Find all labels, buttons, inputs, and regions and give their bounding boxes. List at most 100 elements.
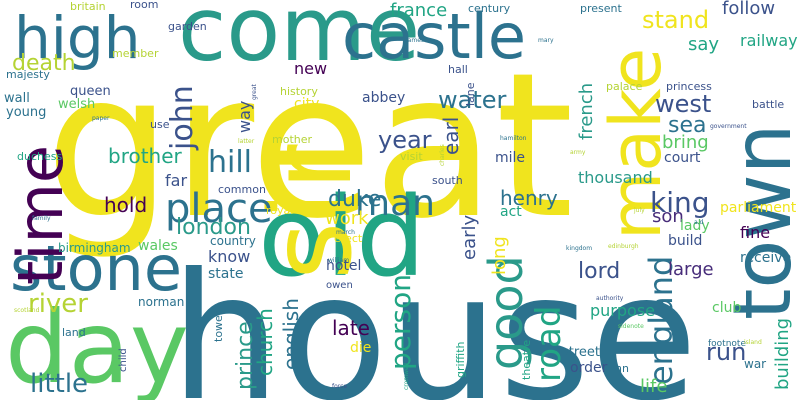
word-water: water [438,86,507,114]
word-henry: henry [500,186,558,210]
word-history: history [280,85,318,98]
word-birmingham: birmingham [58,241,131,255]
word-lane: lane [464,82,477,106]
word-mary: mary [538,37,554,44]
word-wall: wall [4,91,30,106]
word-receive: receive [740,250,791,266]
word-paper: paper [92,115,110,122]
word-room: room [130,0,158,11]
word-member: member [112,47,159,60]
word-church: church [253,308,277,376]
word-welsh: welsh [58,97,95,112]
word-james: james [405,37,424,44]
word-palace: palace [606,80,643,93]
word-railway: railway [740,31,798,50]
word-duchess: duchess [17,150,62,163]
word-south: south [432,174,463,187]
word-hotel: hotel [326,258,361,274]
word-country: country [210,234,256,248]
word-young: young [6,105,46,120]
word-city: city [294,96,319,112]
word-tower: tower [212,310,225,342]
word-common: common [218,183,266,196]
word-club: club [712,300,741,316]
word-great: great [251,83,258,100]
word-court: court [664,150,701,166]
word-old: old [258,173,426,301]
word-son: son [652,206,684,227]
word-year: year [378,126,432,154]
word-person: person [384,274,417,370]
word-island: island [744,339,762,346]
word-hamilton: hamilton [500,135,527,142]
word-authority: authority [596,295,624,302]
word-edinburgh: edinburgh [608,243,639,250]
word-purpose: purpose [590,301,655,320]
word-come: come [178,0,420,81]
word-force: force [332,383,347,390]
word-late: late [332,316,370,340]
word-french: french [576,83,597,140]
word-way: way [235,101,254,133]
word-castle: castle [342,0,526,73]
word-parliament: parliament [720,200,797,216]
word-army: army [570,149,586,156]
word-duke: duke [328,187,381,212]
word-a-d: a.d [694,219,704,226]
word-inn: inn [612,362,629,375]
word-say: say [688,34,719,55]
word-hall: hall [448,63,468,76]
word-river: river [28,289,88,319]
word-london: london [176,215,251,240]
word-griffith: griffith [454,341,467,378]
word-street: street [562,345,600,360]
word-die: die [350,340,371,356]
word-majesty: majesty [6,68,50,81]
word-road: road [529,306,569,382]
word-earl: earl [439,117,463,155]
word-early: early [459,214,480,260]
word-norman: norman [138,295,184,309]
word-good: good [479,255,533,370]
word-sir: sir [247,144,377,280]
word-latter: latter [238,138,255,145]
word-town: town [716,124,800,320]
word-family: family [32,215,51,222]
word-garden: garden [168,20,207,33]
word-owen: owen [326,280,353,291]
word-high: high [14,4,140,72]
word-theatre: theatre [520,340,533,380]
word-william: william [328,257,349,264]
word-king: king [650,186,710,219]
word-sea: sea [668,113,706,138]
word-lady: lady [680,218,710,234]
word-build: build [668,233,702,249]
word-wales: wales [138,238,178,254]
word-prince: prince [233,321,258,390]
word-large: large [668,259,714,280]
word-present: present [580,2,623,15]
word-house: house [170,237,698,400]
word-john: john [165,85,200,151]
word-kingdom: kingdom [566,245,592,252]
word-lord: lord [578,259,620,284]
word-cromwell: cromwell [403,363,410,390]
word-fine: fine [740,223,770,242]
word-death: death [12,51,76,76]
word-sidenote: sidenote [618,323,644,330]
word-place: place [165,186,273,232]
word-brother: brother [108,144,183,168]
word-act: act [500,204,522,220]
word-day: day [5,289,189,400]
word-footnote: footnote [708,339,746,349]
word-england: england [642,256,680,385]
word-stand: stand [642,6,709,34]
word-run: run [706,338,746,366]
word-work: work [325,208,369,229]
word-mother: mother [272,133,312,146]
word-great: great [45,30,574,263]
word-state: state [208,266,243,282]
word-thousand: thousand [578,168,653,187]
word-mile: mile [495,150,525,166]
